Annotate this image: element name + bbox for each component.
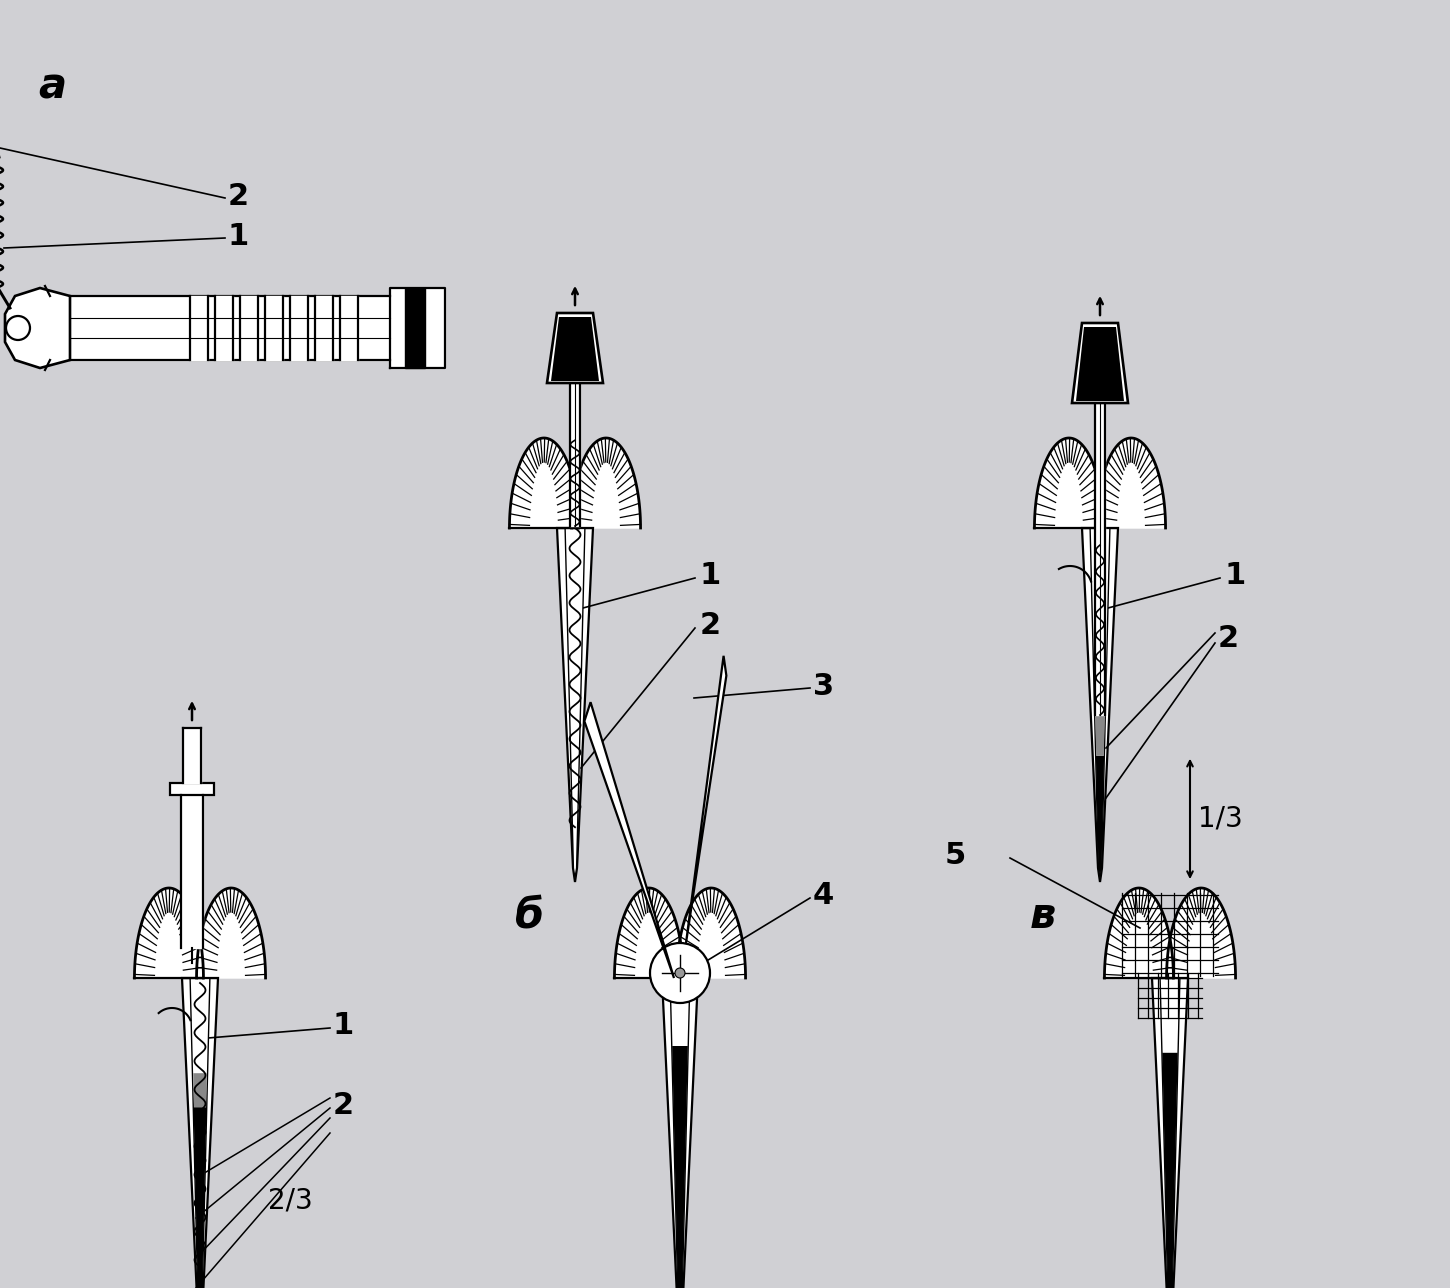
Text: в: в [1030, 895, 1057, 936]
Text: 5: 5 [945, 841, 966, 871]
Polygon shape [135, 887, 203, 978]
Polygon shape [315, 296, 334, 361]
Text: 2: 2 [700, 611, 721, 640]
Polygon shape [1054, 462, 1146, 528]
Polygon shape [551, 317, 599, 381]
Text: 2: 2 [228, 182, 249, 210]
Polygon shape [390, 289, 445, 368]
Polygon shape [265, 296, 283, 361]
Polygon shape [547, 313, 603, 383]
Polygon shape [1090, 528, 1109, 878]
Polygon shape [570, 383, 580, 526]
Polygon shape [190, 978, 210, 1288]
Text: а: а [38, 64, 67, 107]
Polygon shape [1095, 715, 1105, 756]
Text: б: б [515, 895, 544, 936]
Text: 1/3: 1/3 [1198, 805, 1243, 833]
Polygon shape [1160, 978, 1180, 1288]
Polygon shape [241, 296, 258, 361]
Polygon shape [673, 1046, 687, 1288]
Polygon shape [677, 887, 745, 978]
Text: 2: 2 [1218, 623, 1240, 653]
Polygon shape [4, 289, 70, 368]
Polygon shape [183, 978, 217, 1288]
Polygon shape [1167, 887, 1235, 978]
Polygon shape [1124, 912, 1215, 978]
Polygon shape [1082, 528, 1118, 882]
Text: 1: 1 [700, 560, 721, 590]
Polygon shape [193, 1073, 207, 1108]
Polygon shape [215, 296, 233, 361]
Polygon shape [1151, 978, 1188, 1288]
Polygon shape [194, 1108, 206, 1288]
Polygon shape [529, 462, 621, 528]
Polygon shape [339, 296, 358, 361]
Text: 2/3: 2/3 [268, 1186, 313, 1215]
Polygon shape [1096, 756, 1103, 877]
Polygon shape [686, 656, 726, 943]
Polygon shape [1105, 887, 1173, 978]
Polygon shape [615, 887, 683, 978]
Text: 4: 4 [813, 881, 834, 911]
Polygon shape [1072, 323, 1128, 403]
Circle shape [650, 943, 710, 1003]
Text: 1: 1 [228, 222, 249, 250]
Text: 3: 3 [813, 671, 834, 701]
Polygon shape [571, 438, 641, 528]
Polygon shape [1034, 438, 1103, 528]
Circle shape [676, 969, 684, 978]
Polygon shape [290, 296, 307, 361]
Polygon shape [155, 912, 245, 978]
Polygon shape [557, 528, 593, 882]
Polygon shape [635, 912, 725, 978]
Polygon shape [566, 528, 584, 878]
Polygon shape [584, 702, 674, 978]
Polygon shape [70, 296, 390, 361]
Polygon shape [190, 296, 207, 361]
Polygon shape [1095, 403, 1105, 715]
Polygon shape [1096, 438, 1166, 528]
Polygon shape [181, 795, 203, 948]
Text: 1: 1 [334, 1011, 354, 1041]
Polygon shape [670, 978, 690, 1288]
Polygon shape [197, 887, 265, 978]
Polygon shape [1163, 1052, 1177, 1288]
Polygon shape [405, 289, 425, 368]
Bar [170, 783, 215, 795]
Text: 1: 1 [1225, 560, 1246, 590]
Polygon shape [1076, 327, 1124, 401]
Polygon shape [183, 728, 202, 783]
Polygon shape [663, 978, 697, 1288]
Polygon shape [509, 438, 579, 528]
Text: 2: 2 [334, 1091, 354, 1121]
Circle shape [6, 316, 30, 340]
